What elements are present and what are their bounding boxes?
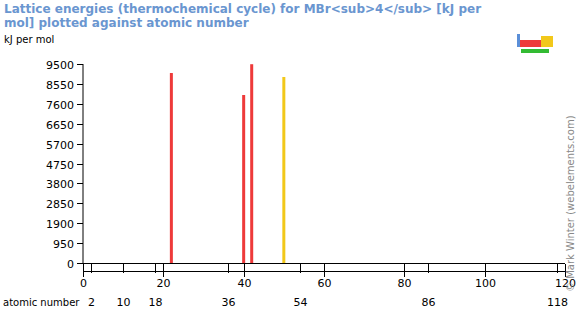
logo-s [517, 34, 520, 47]
x-tick [428, 264, 429, 273]
y-tick [77, 84, 83, 85]
y-tick-label: 4750 [46, 159, 74, 172]
y-tick [77, 203, 83, 204]
y-tick-label: 2850 [46, 198, 74, 211]
y-tick-label: 3800 [46, 178, 74, 191]
x-tick [123, 264, 124, 273]
y-tick-label: 1900 [46, 218, 74, 231]
y-tick [77, 144, 83, 145]
x-tick [163, 264, 164, 277]
x-tick-label: 18 [149, 296, 163, 309]
x-tick-label: 2 [88, 296, 95, 309]
x-tick-label: 118 [547, 296, 568, 309]
y-tick-label: 0 [67, 258, 74, 271]
y-tick [77, 164, 83, 165]
x-tick-label: 54 [294, 296, 308, 309]
logo-f [521, 49, 549, 53]
bar [242, 95, 245, 263]
x-tick-label: 80 [398, 277, 412, 290]
y-tick [77, 104, 83, 105]
x-tick [557, 264, 558, 273]
logo [517, 34, 553, 53]
y-tick [77, 223, 83, 224]
y-tick-label: 5700 [46, 139, 74, 152]
x-tick-label: 60 [318, 277, 332, 290]
y-tick-label: 8550 [46, 79, 74, 92]
y-tick [77, 263, 83, 264]
x-tick [404, 264, 405, 277]
x-tick [91, 264, 92, 273]
title: Lattice energies (thermochemical cycle) … [4, 2, 504, 30]
x-axis-label: atomic number [3, 297, 80, 308]
bar [282, 77, 285, 263]
x-tick-label: 100 [475, 277, 496, 290]
y-axis-label: kJ per mol [4, 34, 54, 45]
y-tick [77, 124, 83, 125]
logo-d [520, 40, 541, 47]
x-axis-line [83, 263, 565, 264]
x-tick [300, 264, 301, 273]
x-tick-label: 20 [157, 277, 171, 290]
x-tick [228, 264, 229, 273]
y-axis-line [83, 64, 84, 263]
credit: © Mark Winter (webelements.com) [565, 115, 576, 292]
bars [170, 64, 285, 263]
x-tick [324, 264, 325, 277]
y-tick [77, 64, 83, 65]
x-tick-label: 0 [80, 277, 87, 290]
x-tick-label: 36 [222, 296, 236, 309]
y-tick [77, 243, 83, 244]
logo-p [541, 36, 553, 47]
y-tick [77, 183, 83, 184]
x-tick [83, 264, 84, 277]
x-tick [155, 264, 156, 273]
x-tick [485, 264, 486, 277]
y-tick-label: 9500 [46, 59, 74, 72]
bar [170, 73, 173, 263]
x-tick-label: 86 [422, 296, 436, 309]
y-tick-label: 950 [53, 238, 74, 251]
x-tick [244, 264, 245, 277]
x-tick-label: 10 [117, 296, 131, 309]
y-tick-label: 6650 [46, 119, 74, 132]
bar [250, 64, 253, 263]
x-tick-label: 40 [238, 277, 252, 290]
chart: 0 950 1900 2850 3800 4750 5700 6650 7600 8550 9500… [0, 0, 580, 315]
y-tick-label: 7600 [46, 99, 74, 112]
